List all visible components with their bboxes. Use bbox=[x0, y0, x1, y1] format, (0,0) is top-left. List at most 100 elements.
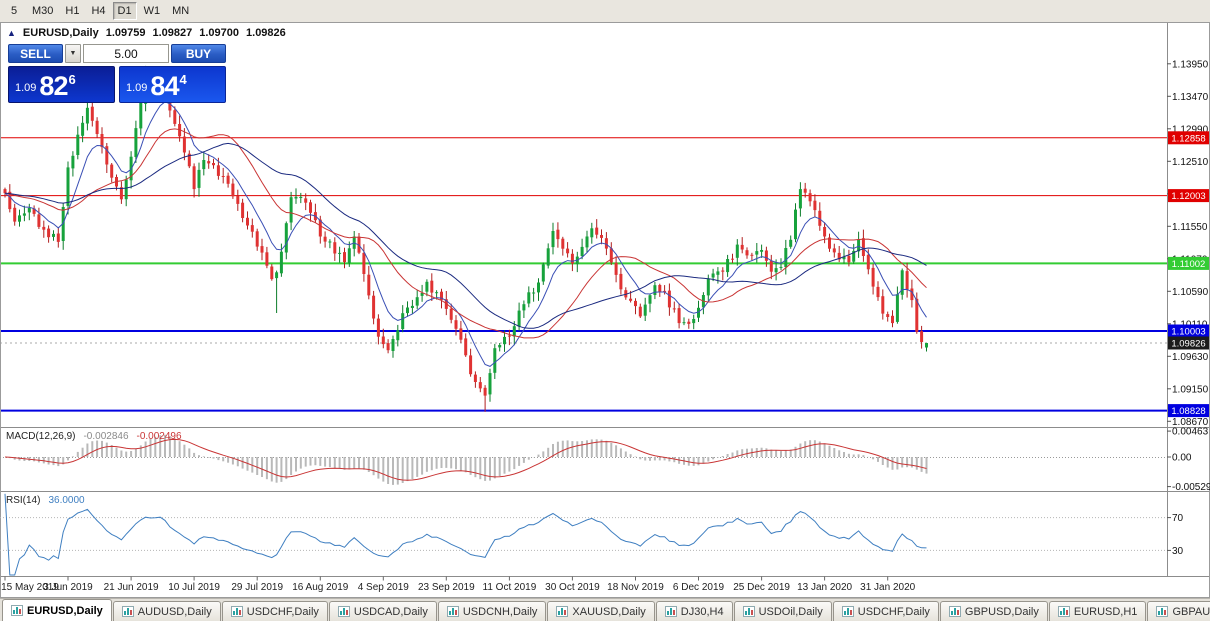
chart-symbol-period: EURUSD,Daily bbox=[22, 27, 99, 39]
timeframe-button-mn[interactable]: MN bbox=[167, 2, 194, 20]
chart-canvas[interactable]: 1.139501.134701.129901.125101.120301.115… bbox=[0, 22, 1210, 598]
chart-thumbnail-icon bbox=[1156, 606, 1169, 617]
chart-window: 1.139501.134701.129901.125101.120301.115… bbox=[0, 22, 1210, 598]
chart-thumbnail-icon bbox=[841, 606, 854, 617]
one-click-trading-panel: SELL ▼ BUY 1.09 82 6 1.09 84 4 bbox=[8, 44, 226, 103]
tab-label: USDCAD,Daily bbox=[353, 605, 428, 618]
rsi-name: RSI(14) bbox=[6, 495, 41, 506]
horizontal-level-lines[interactable] bbox=[0, 137, 1167, 412]
chart-tab-gbpaud-h1[interactable]: GBPAUD,H1 bbox=[1147, 601, 1210, 621]
tab-label: USDOil,Daily bbox=[758, 605, 823, 618]
rsi-line bbox=[4, 493, 927, 576]
tab-label: AUDUSD,Daily bbox=[137, 605, 212, 618]
chart-thumbnail-icon bbox=[948, 606, 961, 617]
macd-indicator-label: MACD(12,26,9) -0.002846 -0.002496 bbox=[6, 431, 182, 442]
volume-input[interactable] bbox=[83, 44, 169, 63]
price-axis: 1.139501.134701.129901.125101.120301.115… bbox=[1167, 59, 1209, 428]
sell-button[interactable]: SELL bbox=[8, 44, 63, 63]
svg-text:0.00: 0.00 bbox=[1172, 453, 1192, 464]
sell-price-display[interactable]: 1.09 82 6 bbox=[8, 66, 115, 103]
chart-tab-xauusd-daily[interactable]: XAUUSD,Daily bbox=[547, 601, 655, 621]
svg-text:-0.00529: -0.00529 bbox=[1172, 482, 1210, 493]
sell-price-pip: 6 bbox=[68, 72, 76, 87]
ohlc-high: 1.09827 bbox=[152, 27, 193, 39]
rsi-indicator-label: RSI(14) 36.0000 bbox=[6, 495, 85, 506]
svg-text:15 May 2019: 15 May 2019 bbox=[1, 582, 59, 593]
macd-name: MACD(12,26,9) bbox=[6, 431, 76, 442]
svg-text:1.10590: 1.10590 bbox=[1172, 287, 1209, 298]
chart-tab-usdoil-daily[interactable]: USDOil,Daily bbox=[733, 601, 832, 621]
ohlc-close: 1.09826 bbox=[246, 27, 286, 39]
chart-thumbnail-icon bbox=[556, 606, 569, 617]
svg-text:30 Oct 2019: 30 Oct 2019 bbox=[545, 582, 600, 593]
timeframe-toolbar: 5 M30 H1 H4 D1 W1 MN bbox=[0, 0, 1210, 22]
ohlc-open: 1.09759 bbox=[105, 27, 146, 39]
candlesticks bbox=[3, 65, 928, 412]
svg-text:1.09826: 1.09826 bbox=[1171, 339, 1205, 350]
svg-text:1.09150: 1.09150 bbox=[1172, 384, 1209, 395]
macd-signal-value: -0.002496 bbox=[136, 431, 182, 442]
timeframe-button-5[interactable]: 5 bbox=[3, 2, 25, 20]
chart-tab-usdchf-daily[interactable]: USDCHF,Daily bbox=[221, 601, 328, 621]
svg-text:1.11002: 1.11002 bbox=[1172, 259, 1206, 270]
ma-34-line bbox=[4, 142, 927, 329]
tab-label: GBPUSD,Daily bbox=[964, 605, 1039, 618]
tab-label: EURUSD,Daily bbox=[27, 604, 103, 617]
chart-tab-dj30-h4[interactable]: DJ30,H4 bbox=[655, 601, 733, 621]
chart-tab-usdcnh-daily[interactable]: USDCNH,Daily bbox=[437, 601, 547, 621]
tab-label: USDCHF,Daily bbox=[857, 605, 930, 618]
svg-text:1.08670: 1.08670 bbox=[1172, 417, 1209, 428]
svg-text:11 Oct 2019: 11 Oct 2019 bbox=[483, 582, 537, 593]
timeframe-button-h1[interactable]: H1 bbox=[60, 2, 84, 20]
svg-text:1.13470: 1.13470 bbox=[1172, 92, 1209, 103]
chart-thumbnail-icon bbox=[11, 605, 23, 616]
ohlc-low: 1.09700 bbox=[199, 27, 240, 39]
svg-text:13 Jan 2020: 13 Jan 2020 bbox=[797, 582, 852, 593]
chevron-down-icon: ▼ bbox=[69, 50, 77, 57]
chart-tab-audusd-daily[interactable]: AUDUSD,Daily bbox=[112, 601, 221, 621]
volume-dropdown-button[interactable]: ▼ bbox=[65, 44, 81, 63]
svg-text:23 Sep 2019: 23 Sep 2019 bbox=[418, 582, 475, 593]
svg-text:3 Jun 2019: 3 Jun 2019 bbox=[43, 582, 93, 593]
chart-tab-bar: EURUSD,Daily AUDUSD,Daily USDCHF,Daily USDC… bbox=[0, 598, 1210, 621]
timeframe-button-m30[interactable]: M30 bbox=[27, 2, 58, 20]
macd-histogram bbox=[8, 434, 928, 485]
rsi-value: 36.0000 bbox=[48, 495, 85, 506]
collapse-panel-icon[interactable]: ▲ bbox=[7, 28, 16, 38]
timeframe-button-h4[interactable]: H4 bbox=[86, 2, 110, 20]
chart-tab-usdchf-daily[interactable]: USDCHF,Daily bbox=[832, 601, 939, 621]
svg-text:25 Dec 2019: 25 Dec 2019 bbox=[733, 582, 790, 593]
chart-tab-eurusd-h1[interactable]: EURUSD,H1 bbox=[1048, 601, 1147, 621]
buy-price-pip: 4 bbox=[179, 72, 187, 87]
chart-tab-eurusd-daily[interactable]: EURUSD,Daily bbox=[2, 599, 112, 621]
ma-20-line bbox=[4, 128, 927, 339]
ma-8-line bbox=[4, 101, 927, 367]
price-axis-badges: 1.12858 1.12003 1.11002 1.10003 1.08828 1.098… bbox=[1168, 131, 1209, 418]
buy-price-prefix: 1.09 bbox=[126, 82, 148, 94]
sell-price-big: 82 bbox=[39, 71, 68, 101]
buy-price-big: 84 bbox=[150, 71, 179, 101]
tab-label: EURUSD,H1 bbox=[1073, 605, 1138, 618]
tab-label: XAUUSD,Daily bbox=[572, 605, 646, 618]
chart-tab-gbpusd-daily[interactable]: GBPUSD,Daily bbox=[939, 601, 1048, 621]
tab-label: DJ30,H4 bbox=[680, 605, 724, 618]
svg-text:18 Nov 2019: 18 Nov 2019 bbox=[607, 582, 664, 593]
svg-text:1.11550: 1.11550 bbox=[1172, 222, 1208, 233]
svg-text:31 Jan 2020: 31 Jan 2020 bbox=[860, 582, 915, 593]
chart-thumbnail-icon bbox=[664, 606, 677, 617]
buy-button[interactable]: BUY bbox=[171, 44, 226, 63]
chart-tab-usdcad-daily[interactable]: USDCAD,Daily bbox=[328, 601, 437, 621]
svg-text:6 Dec 2019: 6 Dec 2019 bbox=[673, 582, 725, 593]
svg-text:1.13950: 1.13950 bbox=[1172, 59, 1209, 70]
chart-title: ▲ EURUSD,Daily 1.09759 1.09827 1.09700 1… bbox=[7, 27, 286, 39]
svg-text:1.12990: 1.12990 bbox=[1172, 124, 1209, 135]
chart-thumbnail-icon bbox=[121, 606, 134, 617]
svg-text:4 Sep 2019: 4 Sep 2019 bbox=[358, 582, 410, 593]
timeframe-button-d1[interactable]: D1 bbox=[112, 2, 137, 20]
timeframe-button-w1[interactable]: W1 bbox=[139, 2, 166, 20]
buy-price-display[interactable]: 1.09 84 4 bbox=[119, 66, 226, 103]
chart-thumbnail-icon bbox=[742, 606, 755, 617]
svg-text:29 Jul 2019: 29 Jul 2019 bbox=[231, 582, 283, 593]
